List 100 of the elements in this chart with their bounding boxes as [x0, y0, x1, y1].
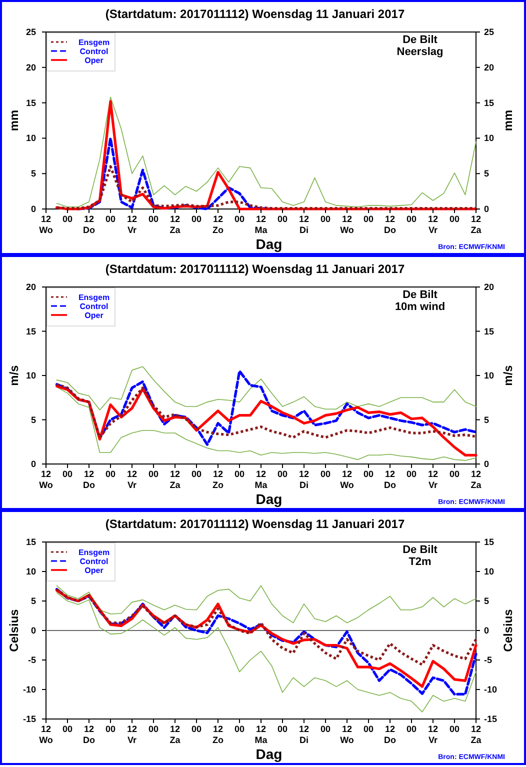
line-series — [56, 592, 476, 712]
y2-tick-label: 5 — [484, 414, 490, 425]
x-tick-label: 12 Do — [384, 214, 396, 235]
y-tick-label: 0 — [30, 459, 36, 469]
y2-tick-label: 20 — [484, 62, 494, 72]
x-tick-label: 00 — [148, 214, 159, 224]
x-tick-label: 12 Za — [470, 469, 482, 490]
x-tick-label: 00 — [148, 469, 159, 479]
x-tick-label: 00 — [277, 469, 288, 479]
x-tick-label: 12 Do — [83, 214, 96, 235]
x-tick-label: 00 — [191, 469, 202, 479]
x-tick-label: 12 Vr — [126, 724, 138, 745]
x-tick-label: 00 — [148, 724, 159, 734]
x-tick-label: 12 Do — [384, 724, 396, 745]
x-tick-label: 00 — [234, 214, 245, 224]
x-tick-label: 00 — [234, 469, 245, 479]
x-tick-label: 00 — [105, 214, 116, 224]
y2-tick-label: 15 — [484, 98, 494, 108]
y2-tick-label: 15 — [484, 326, 494, 336]
legend-label: Control — [80, 47, 108, 56]
legend-label: Oper — [84, 311, 104, 320]
x-tick-label: 12 Vr — [428, 724, 438, 745]
x-tick-label: 00 — [62, 469, 73, 479]
y2-tick-label: -15 — [484, 714, 498, 724]
x-tick-label: 00 — [406, 214, 417, 224]
annotation: De Bilt T2m — [402, 544, 438, 568]
chart-title: (Startdatum: 2017011112) Woensdag 11 Januari 2017 — [105, 262, 405, 276]
x-axis-title: Dag — [256, 236, 282, 252]
x-tick-label: 00 — [191, 724, 202, 734]
x-tick-label: 00 — [320, 469, 331, 479]
y2-tick-label: 20 — [484, 282, 494, 292]
y-tick-label: 15 — [26, 98, 36, 108]
x-tick-label: 00 — [449, 469, 460, 479]
legend-label: Ensgem — [78, 548, 110, 557]
chart-title: (Startdatum: 2017011112) Woensdag 11 Januari 2017 — [105, 517, 405, 531]
x-tick-label: 00 — [62, 724, 73, 734]
x-tick-label: 00 — [363, 214, 374, 224]
y-tick-label: 5 — [30, 414, 36, 425]
x-tick-label: 12 Wo — [340, 214, 354, 235]
y2-axis-title: mm — [501, 110, 515, 132]
x-tick-label: 00 — [62, 214, 73, 224]
line-series — [55, 383, 478, 439]
x-axis-title: Dag — [256, 491, 282, 507]
y-tick-label: 10 — [26, 370, 36, 380]
y2-tick-label: -10 — [484, 684, 498, 694]
y2-axis-title: m/s — [501, 364, 515, 386]
y-tick-label: 15 — [26, 326, 36, 336]
annotation: De Bilt 10m wind — [394, 289, 446, 313]
line-series — [55, 165, 478, 210]
y-tick-label: -10 — [22, 684, 36, 694]
x-tick-label: 12 Zo — [212, 469, 224, 490]
line-series — [55, 370, 478, 446]
x-tick-label: 00 — [363, 724, 374, 734]
legend-label: Control — [80, 302, 108, 311]
x-tick-label: 12 Di — [298, 724, 310, 745]
x-tick-label: 12 Za — [470, 724, 482, 745]
x-tick-label: 12 Za — [170, 724, 182, 745]
y-tick-label: 0 — [30, 626, 36, 636]
y2-tick-label: 5 — [484, 596, 490, 606]
x-tick-label: 12 Ma — [254, 469, 268, 490]
x-tick-label: 12 Wo — [340, 724, 354, 745]
x-tick-label: 00 — [277, 214, 288, 224]
y2-tick-label: 10 — [484, 566, 494, 576]
x-tick-label: 12 Vr — [126, 469, 138, 490]
x-tick-label: 00 — [363, 469, 374, 479]
x-tick-label: 12 Vr — [428, 469, 438, 490]
x-tick-label: 12 Di — [298, 469, 310, 490]
legend-label: Ensgem — [78, 293, 110, 302]
x-tick-label: 00 — [406, 724, 417, 734]
y-tick-label: 10 — [26, 133, 36, 144]
x-tick-label: 00 — [320, 214, 331, 224]
line-series — [56, 585, 476, 624]
x-tick-label: 00 — [449, 214, 460, 224]
y2-tick-label: 5 — [484, 168, 490, 179]
x-tick-label: 12 Vr — [126, 214, 138, 235]
chart-title: (Startdatum: 2017011112) Woensdag 11 Januari 2017 — [105, 7, 405, 21]
x-tick-label: 12 Wo — [39, 724, 54, 745]
legend-label: Oper — [84, 566, 104, 575]
x-tick-label: 12 Zo — [212, 724, 224, 745]
y-tick-label: 15 — [26, 537, 36, 547]
x-tick-label: 00 — [105, 724, 116, 734]
y-tick-label: 5 — [30, 168, 36, 179]
y2-axis-title: Celsius — [501, 608, 515, 652]
x-tick-label: 12 Do — [83, 724, 96, 745]
x-tick-label: 12 Ma — [254, 724, 268, 745]
y-tick-label: -5 — [28, 655, 36, 665]
x-tick-label: 00 — [105, 469, 116, 479]
y2-tick-label: 10 — [484, 133, 494, 144]
x-tick-label: 00 — [320, 724, 331, 734]
x-tick-label: 12 Vr — [428, 214, 438, 235]
legend-label: Control — [80, 557, 108, 566]
x-tick-label: 00 — [406, 469, 417, 479]
y-tick-label: 25 — [26, 27, 36, 37]
x-tick-label: 00 — [234, 724, 245, 734]
legend-label: Ensgem — [78, 38, 110, 47]
y-tick-label: 5 — [30, 596, 36, 606]
y2-tick-label: 10 — [484, 370, 494, 380]
x-tick-label: 00 — [449, 724, 460, 734]
x-tick-label: 00 — [191, 214, 202, 224]
x-tick-label: 12 Wo — [340, 469, 354, 490]
